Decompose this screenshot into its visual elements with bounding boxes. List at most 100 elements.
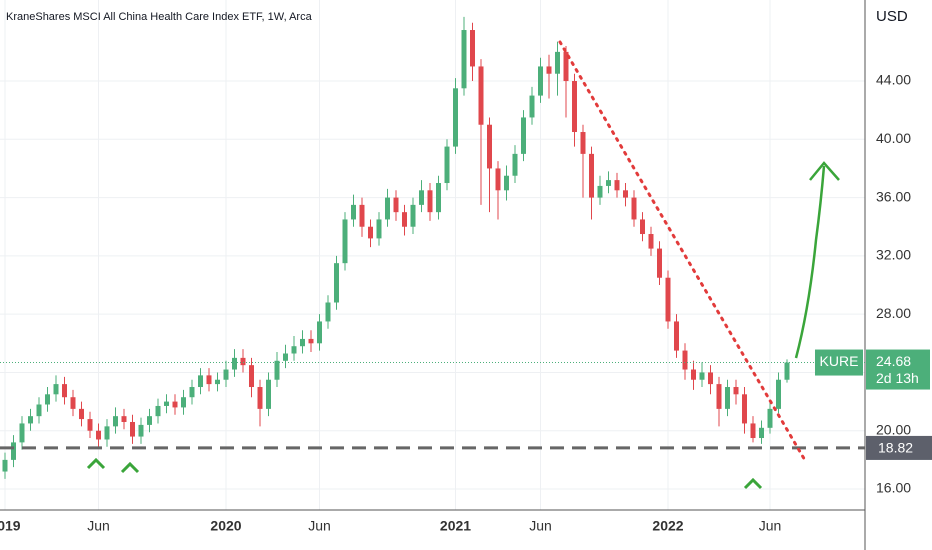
candle-body xyxy=(351,204,356,220)
candle-body xyxy=(189,387,195,398)
candle-body xyxy=(784,362,790,380)
candle-body xyxy=(266,379,271,409)
candle-body xyxy=(121,416,127,422)
bounce-marker xyxy=(120,461,140,474)
candle-body xyxy=(368,226,373,239)
x-tick-label: Jun xyxy=(759,518,782,534)
candle-body xyxy=(240,357,246,366)
candle-body xyxy=(529,95,535,118)
candle-body xyxy=(87,419,93,431)
candle-body xyxy=(691,369,696,380)
candle-body xyxy=(376,219,382,239)
candle-body xyxy=(206,375,212,385)
candle-body xyxy=(308,338,314,344)
candle-body xyxy=(257,387,263,409)
candle-body xyxy=(631,197,637,220)
candle-body xyxy=(572,81,577,133)
candle-body xyxy=(555,51,560,74)
candle-body xyxy=(334,263,339,303)
grid xyxy=(0,0,865,510)
candle-body xyxy=(198,375,203,388)
candle-body xyxy=(393,197,399,213)
y-tick-label: 36.00 xyxy=(876,188,911,204)
last-price-label: 24.68 xyxy=(876,353,911,369)
candle-body xyxy=(283,353,288,361)
candle-body xyxy=(665,277,671,322)
candle-body xyxy=(504,175,509,191)
candle-body xyxy=(776,379,781,409)
x-tick-label: 2020 xyxy=(210,518,241,534)
candle-body xyxy=(147,416,152,425)
bounce-marker xyxy=(86,457,106,470)
candle-body xyxy=(359,204,365,227)
candle-body xyxy=(28,416,33,424)
x-tick-label: 2019 xyxy=(0,518,21,534)
last-price-box xyxy=(866,349,930,390)
candle-body xyxy=(104,426,110,440)
unit-label: USD xyxy=(876,8,908,25)
support-label: 18.82 xyxy=(878,440,913,456)
candle-body xyxy=(478,66,484,125)
candle-body xyxy=(733,387,739,395)
candle-body xyxy=(546,66,552,74)
plot-area xyxy=(0,16,865,479)
candle-body xyxy=(716,384,722,409)
candle-body xyxy=(45,394,50,405)
candle-body xyxy=(274,360,280,380)
price-labels: 16.0020.0024.0028.0032.0036.0040.0044.00… xyxy=(0,72,932,534)
forecast-arrow-head xyxy=(809,161,840,181)
x-tick-label: Jun xyxy=(308,518,331,534)
candle-body xyxy=(682,350,688,370)
candle-body xyxy=(470,30,475,67)
candle-body xyxy=(495,168,501,191)
candle-body xyxy=(36,404,42,417)
candle-body xyxy=(53,384,59,395)
trend-line xyxy=(558,40,808,464)
candle-body xyxy=(674,321,679,351)
candle-body xyxy=(300,338,305,347)
candle-body xyxy=(427,190,433,213)
x-tick-label: Jun xyxy=(529,518,552,534)
y-tick-label: 20.00 xyxy=(876,421,911,437)
candle-body xyxy=(402,212,407,227)
candle-body xyxy=(589,153,594,198)
candle-body xyxy=(657,248,662,278)
candle-body xyxy=(487,124,492,169)
candle-body xyxy=(461,30,467,89)
candle-body xyxy=(232,357,237,370)
candle-body xyxy=(172,401,178,408)
y-tick-label: 44.00 xyxy=(876,72,911,88)
y-tick-label: 40.00 xyxy=(876,130,911,146)
candle-body xyxy=(62,384,67,398)
candle-body xyxy=(580,132,586,154)
candle-body xyxy=(453,88,458,147)
candle-body xyxy=(155,405,161,417)
candle-body xyxy=(597,185,603,198)
candle-body xyxy=(138,424,144,437)
symbol-box xyxy=(815,349,863,376)
candle-body xyxy=(419,190,424,205)
y-tick-label: 32.00 xyxy=(876,247,911,263)
x-tick-label: Jun xyxy=(87,518,110,534)
candle-body xyxy=(436,183,441,213)
candle-body xyxy=(444,146,450,184)
y-tick-label: 28.00 xyxy=(876,305,911,321)
candle-body xyxy=(249,365,254,388)
candle-body xyxy=(96,430,101,440)
candle-body xyxy=(563,51,569,82)
y-tick-label: 16.00 xyxy=(876,480,911,496)
candle-body xyxy=(521,117,526,154)
candle-body xyxy=(19,423,25,443)
candle-body xyxy=(130,421,135,437)
candle-body xyxy=(512,153,518,176)
candle-body xyxy=(538,66,543,96)
candle-body xyxy=(291,346,297,354)
x-tick-label: 2022 xyxy=(652,518,683,534)
candle-body xyxy=(623,190,628,198)
candle-body xyxy=(79,408,84,420)
candle-body xyxy=(648,234,654,249)
symbol-label: KURE xyxy=(820,353,859,369)
candle-body xyxy=(759,427,764,439)
